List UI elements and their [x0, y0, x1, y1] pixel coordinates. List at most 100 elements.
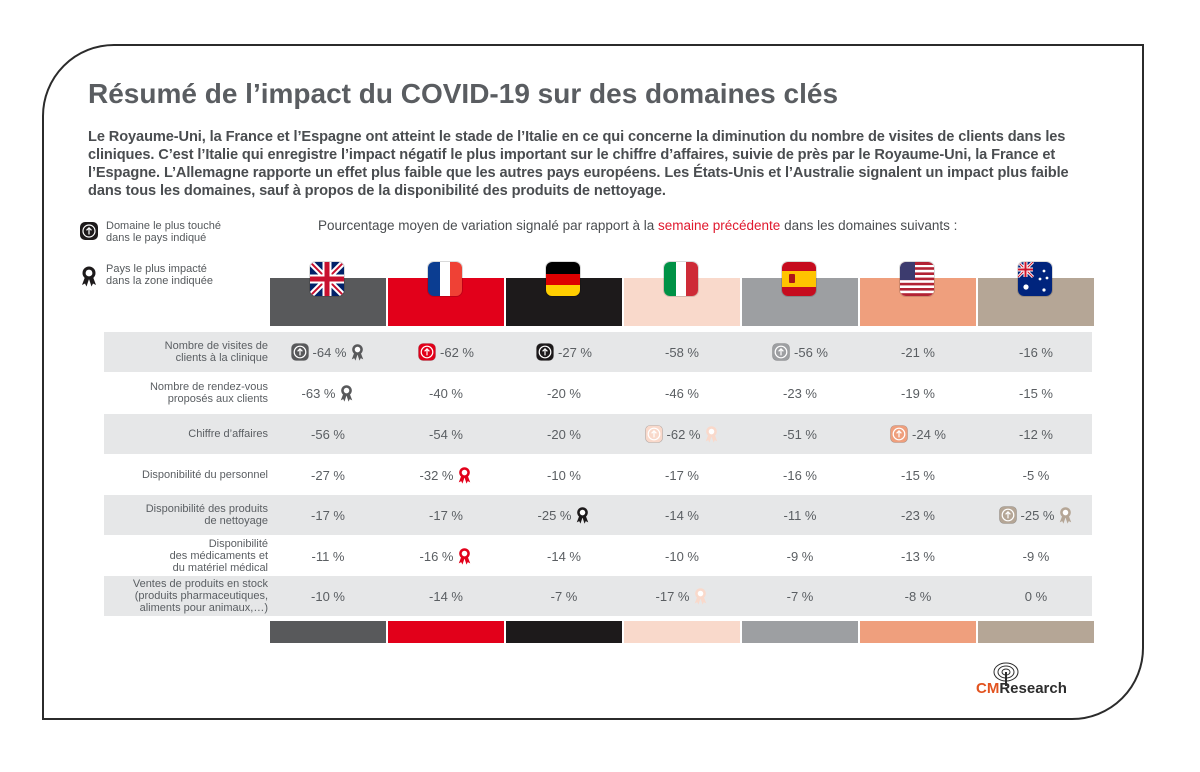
cm-research-logo: CMResearch: [976, 662, 1100, 702]
table-cell-de: -27 %: [506, 332, 622, 372]
cell-value: -63 %: [301, 385, 336, 401]
cell-value: -15 %: [1019, 385, 1053, 401]
cell-value: -13 %: [901, 548, 935, 564]
table-cell-it: -62 %: [624, 414, 740, 454]
row-label-line: Nombre de visites de: [164, 340, 268, 352]
arrow-up-circle-icon: [80, 222, 98, 240]
subtitle-text-before: Pourcentage moyen de variation signalé p…: [318, 218, 658, 233]
table-cell-fr: -32 %: [388, 455, 504, 495]
cell-value: -14 %: [665, 507, 699, 523]
table-cell-us: -24 %: [860, 414, 976, 454]
table-row: [104, 576, 1092, 616]
cell-value: -11 %: [311, 548, 345, 564]
cell-value: -32 %: [419, 467, 454, 483]
cell-value: -16 %: [783, 467, 817, 483]
table-cell-au: -12 %: [978, 414, 1094, 454]
table-cell-fr: -62 %: [388, 332, 504, 372]
table-cell-es: -16 %: [742, 455, 858, 495]
footer-bar-uk: [270, 621, 386, 643]
row-label-line: Disponibilité des produits: [145, 503, 268, 515]
arrow-up-circle-icon: [290, 343, 309, 361]
table-cell-es: -7 %: [742, 576, 858, 616]
table-cell-it: -14 %: [624, 495, 740, 535]
usa-flag-icon: [900, 262, 934, 296]
table-cell-au: -9 %: [978, 536, 1094, 576]
footer-bar-fr: [388, 621, 504, 643]
table-cell-us: -21 %: [860, 332, 976, 372]
table-cell-us: -19 %: [860, 373, 976, 413]
cell-value: -56 %: [311, 426, 345, 442]
table-cell-uk: -10 %: [270, 576, 386, 616]
table-cell-au: -5 %: [978, 455, 1094, 495]
table-cell-us: -15 %: [860, 455, 976, 495]
cell-value: -24 %: [912, 426, 946, 442]
cell-value: -9 %: [786, 548, 814, 564]
cell-value: -40 %: [429, 385, 463, 401]
row-label-line: Ventes de produits en stock: [132, 578, 268, 590]
table-cell-de: -7 %: [506, 576, 622, 616]
row-label: Nombre de rendez-vous proposés aux client…: [104, 381, 270, 405]
cell-value: -62 %: [666, 426, 701, 442]
cell-value: -27 %: [558, 344, 592, 360]
table-cell-fr: -16 %: [388, 536, 504, 576]
row-label-line: de nettoyage: [204, 515, 268, 527]
cell-value: -11 %: [783, 507, 817, 523]
table-cell-es: -56 %: [742, 332, 858, 372]
row-label: Disponibilité du personnel: [104, 469, 270, 481]
table-cell-fr: -17 %: [388, 495, 504, 535]
row-label-line: proposés aux clients: [167, 393, 268, 405]
table-cell-au: 0 %: [978, 576, 1094, 616]
table-row: [104, 414, 1092, 454]
cell-value: -10 %: [311, 588, 345, 604]
cell-value: -12 %: [1019, 426, 1053, 442]
cell-value: -17 %: [655, 588, 690, 604]
row-label: Disponibilité des produits de nettoyage: [104, 503, 270, 527]
subtitle-text-after: dans les domaines suivants :: [780, 218, 958, 233]
italy-flag-icon: [664, 262, 698, 296]
france-flag-icon: [428, 262, 462, 296]
ribbon-award-icon: [341, 385, 353, 402]
subtitle-highlight: semaine précédente: [657, 218, 781, 233]
table-cell-us: -13 %: [860, 536, 976, 576]
table-cell-uk: -63 %: [270, 373, 386, 413]
row-label: Nombre de visites de clients à la cliniqu…: [104, 340, 270, 364]
row-label-line: des médicaments et: [169, 550, 268, 562]
table-cell-fr: -54 %: [388, 414, 504, 454]
table-cell-au: -16 %: [978, 332, 1094, 372]
logo-research: Research: [999, 680, 1067, 697]
page-title: Résumé de l’impact du COVID-19 sur des d…: [88, 78, 839, 109]
table-cell-de: -14 %: [506, 536, 622, 576]
row-label-line: (produits pharmaceutiques,: [134, 590, 268, 602]
cell-value: -14 %: [547, 548, 581, 564]
cell-value: -16 %: [1019, 344, 1053, 360]
australia-flag-icon: [1018, 262, 1052, 296]
legend-most-affected-line2: dans le pays indiqué: [106, 232, 207, 244]
cell-value: -23 %: [901, 507, 935, 523]
cell-value: -17 %: [665, 467, 699, 483]
cell-value: -19 %: [901, 385, 935, 401]
row-label-line: clients à la clinique: [175, 352, 268, 364]
row-label: Chiffre d’affaires: [104, 428, 270, 440]
arrow-up-circle-icon: [418, 343, 436, 361]
ribbon-award-icon: [459, 467, 471, 484]
column-header-france: [388, 262, 504, 326]
cell-value: -10 %: [547, 467, 581, 483]
table-cell-uk: -64 %: [270, 332, 386, 372]
ribbon-award-icon: [352, 344, 364, 361]
ribbon-award-icon: [82, 266, 96, 287]
table-cell-au: -25 %: [978, 495, 1094, 535]
cell-value: -17 %: [429, 507, 463, 523]
arrow-up-circle-icon: [998, 506, 1017, 524]
cell-value: -15 %: [901, 467, 935, 483]
row-label-line: Chiffre d’affaires: [188, 428, 268, 440]
column-header-uk: [270, 262, 386, 326]
row-label: Ventes de produits en stock (produits pha…: [104, 578, 270, 614]
table-cell-it: -17 %: [624, 455, 740, 495]
footer-bar-es: [742, 621, 858, 643]
table-cell-uk: -56 %: [270, 414, 386, 454]
cell-value: -27 %: [311, 467, 345, 483]
content-frame: [42, 44, 1144, 720]
row-label-line: Disponibilité: [208, 538, 268, 550]
cell-value: -64 %: [312, 344, 347, 360]
column-header-germany: [506, 262, 622, 326]
